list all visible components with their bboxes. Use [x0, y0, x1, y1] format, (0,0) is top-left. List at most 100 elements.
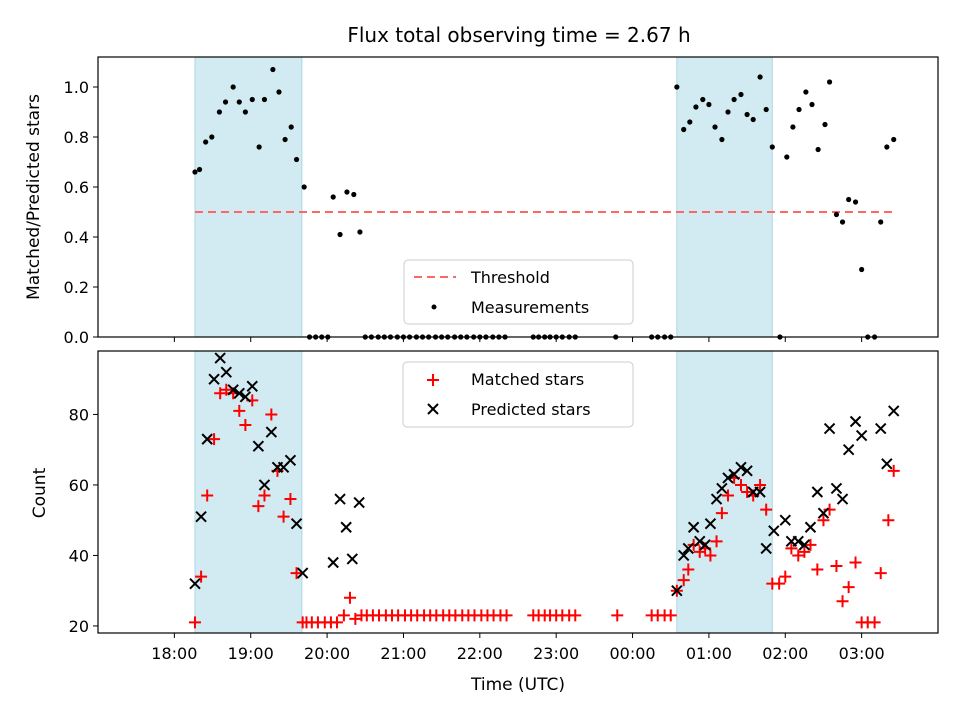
matched-star-point [349, 612, 362, 625]
matched-star-point [265, 408, 278, 421]
measurement-point [846, 196, 852, 203]
predicted-star-point [830, 482, 843, 495]
matched-star-point [195, 570, 208, 583]
measurements-legend-icon [431, 304, 437, 310]
matched-star-point [258, 489, 271, 502]
measurement-point [719, 136, 725, 143]
measurement-point [693, 104, 699, 110]
ratio-panel-frame [97, 56, 939, 338]
measurement-point [884, 144, 890, 150]
measurement-point [216, 109, 223, 115]
predicted-star-point [227, 384, 239, 396]
matched-star-point [830, 560, 843, 573]
predicted-star-point [792, 535, 804, 548]
measurement-point [859, 266, 865, 273]
measurement-point [282, 136, 288, 143]
measurement-point [337, 231, 343, 238]
matched-star-point [715, 507, 728, 520]
matched-star-point [754, 478, 767, 491]
observing-window-1 [194, 350, 303, 634]
matched-star-point [779, 570, 792, 583]
predicted-star-points [189, 352, 900, 597]
predicted-star-point [823, 422, 836, 435]
measurement-point [270, 66, 276, 73]
measurement-point [839, 219, 846, 225]
matched-star-point [849, 556, 862, 569]
matched-star-point [887, 464, 900, 477]
y-tick-label: 20 [69, 617, 89, 636]
predicted-star-point [195, 510, 207, 523]
observing-window-2 [676, 56, 773, 338]
measurement-point [249, 96, 255, 103]
measurement-point [891, 136, 897, 143]
matched-star-point [811, 563, 824, 576]
matched-star-point [798, 545, 811, 558]
measurement-point [301, 184, 307, 190]
ratio-panel: 0.0 0.2 0.4 0.6 0.8 1.0 Matched/Predicted sta… [24, 56, 939, 347]
predicted-star-point [678, 549, 690, 562]
y-tick-label: 80 [69, 405, 89, 424]
matched-star-point [569, 609, 582, 622]
predicted-star-point [722, 472, 734, 484]
matched-star-point [741, 486, 754, 498]
predicted-star-point [716, 482, 728, 495]
matched-star-point [710, 535, 723, 548]
ratio-legend: Threshold Measurements [403, 259, 634, 325]
matched-legend-label: Matched stars [471, 370, 584, 389]
matched-star-point [792, 549, 805, 562]
measurement-point [809, 101, 815, 108]
threshold-legend-label: Threshold [470, 268, 550, 287]
predicted-star-point [768, 525, 780, 537]
measurement-point [288, 124, 294, 130]
observing-window-shading [194, 56, 773, 338]
matched-star-point [220, 383, 233, 396]
predicted-star-point [265, 426, 278, 438]
predicted-star-point [346, 553, 358, 565]
measurement-point [196, 166, 203, 173]
predicted-star-point [290, 518, 303, 530]
ratio-x-ticks [173, 337, 863, 342]
predicted-legend-label: Predicted stars [471, 400, 591, 419]
y-tick-label: 0.0 [64, 328, 89, 347]
y-tick-label: 0.8 [64, 128, 89, 147]
count-legend: Matched stars Predicted stars [402, 361, 634, 428]
predicted-star-point [201, 433, 213, 445]
predicted-star-point [710, 493, 723, 505]
measurement-point [833, 211, 840, 218]
matched-star-point [687, 538, 700, 551]
count-panel-frame [97, 350, 939, 634]
predicted-star-point [284, 454, 297, 466]
predicted-star-point [881, 458, 893, 470]
measurement-point [784, 154, 790, 160]
measurement-point [236, 99, 242, 105]
x-tick-label: 00:00 [609, 644, 655, 663]
predicted-star-point [233, 387, 245, 400]
measurement-point [242, 109, 248, 115]
predicted-star-point [817, 507, 830, 519]
predicted-star-point [836, 493, 849, 505]
predicted-star-point [804, 521, 817, 533]
matched-star-point [677, 574, 690, 587]
y-tick-label: 1.0 [64, 78, 89, 97]
measurement-point [276, 89, 282, 95]
matched-star-point [704, 549, 717, 562]
predicted-star-point [694, 535, 706, 548]
x-tick-label: 18:00 [151, 644, 197, 663]
measurement-point [790, 124, 796, 130]
measurement-point [687, 119, 693, 125]
matched-star-point [785, 542, 798, 555]
ratio-legend-box [403, 259, 634, 325]
measurement-point [757, 74, 763, 80]
matched-star-point [664, 609, 677, 622]
count-panel: 20 40 60 80 18:00 19:00 20:00 21:00 22:00 23:00 0… [30, 350, 939, 695]
measurement-point [744, 111, 750, 118]
predicted-star-point [741, 465, 753, 477]
matched-star-point [773, 577, 786, 590]
observing-window-1 [194, 56, 303, 338]
measurement-point [822, 121, 828, 128]
measurement-point [261, 96, 268, 103]
measurement-point [674, 84, 680, 90]
matched-star-point [682, 563, 695, 576]
x-tick-label: 21:00 [380, 644, 426, 663]
matched-star-point [290, 567, 303, 580]
